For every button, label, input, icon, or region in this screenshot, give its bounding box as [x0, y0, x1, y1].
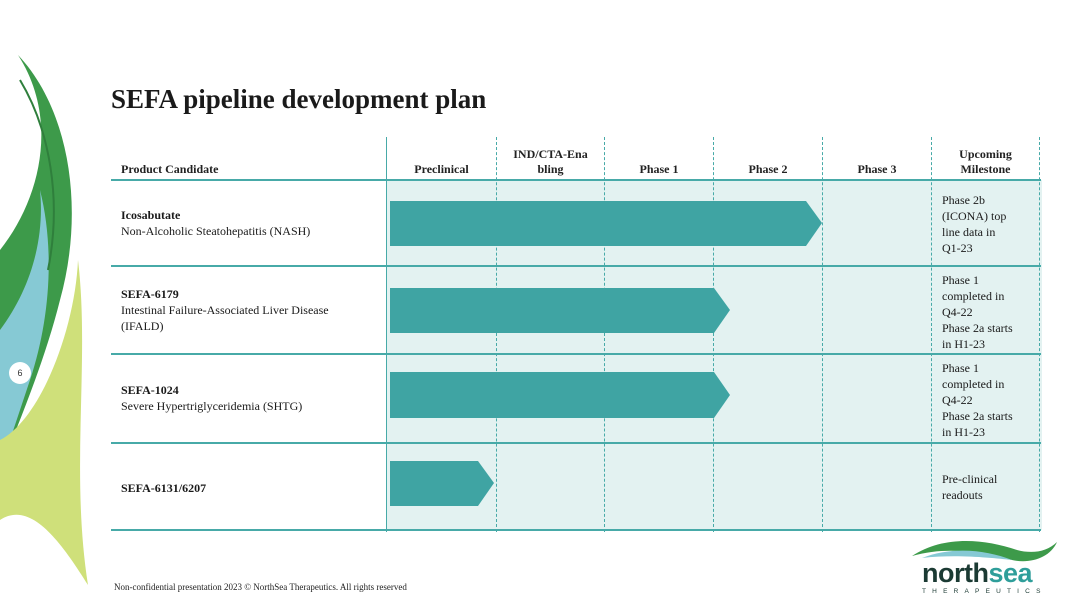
candidate-name: SEFA-1024 [121, 383, 179, 397]
column-divider [931, 137, 932, 532]
footer-copyright: Non-confidential presentation 2023 © Nor… [114, 582, 407, 592]
northsea-logo-wave-icon [912, 540, 1057, 562]
candidate-name: Icosabutate [121, 208, 181, 222]
candidate-icosabutate: Icosabutate Non-Alcoholic Steatohepatiti… [121, 207, 371, 239]
column-divider [386, 137, 387, 532]
milestone-sefa-6179: Phase 1 completed in Q4-22 Phase 2a star… [942, 273, 1013, 351]
column-divider [822, 137, 823, 532]
row-divider [111, 265, 1041, 267]
candidate-sefa-1024: SEFA-1024 Severe Hypertriglyceridemia (S… [121, 382, 371, 414]
pipeline-table: Product Candidate Preclinical IND/CTA-En… [111, 137, 1042, 532]
header-rule [111, 179, 1041, 181]
candidate-sefa-6131-6207: SEFA-6131/6207 [121, 480, 206, 496]
page-title: SEFA pipeline development plan [111, 84, 487, 114]
header-milestone: Upcoming Milestone [959, 147, 1012, 176]
header-candidate: Product Candidate [121, 162, 219, 176]
candidate-indication: Severe Hypertriglyceridemia (SHTG) [121, 399, 303, 413]
candidate-indication: Intestinal Failure-Associated Liver Dise… [121, 303, 329, 333]
candidate-name: SEFA-6179 [121, 287, 179, 301]
row-divider [111, 442, 1041, 444]
candidate-name: SEFA-6131/6207 [121, 481, 207, 495]
candidate-sefa-6179: SEFA-6179 Intestinal Failure-Associated … [121, 286, 371, 334]
column-divider [713, 137, 714, 532]
row-divider [111, 353, 1041, 355]
column-divider [496, 137, 497, 532]
northsea-logo-wordmark: northsea [922, 558, 1033, 588]
northsea-logo-tagline: THERAPEUTICS [922, 588, 1047, 595]
milestone-sefa-6131-6207: Pre-clinical readouts [942, 472, 998, 502]
header-phase2: Phase 2 [748, 162, 788, 176]
milestone-sefa-1024: Phase 1 completed in Q4-22 Phase 2a star… [942, 361, 1013, 439]
column-divider [1039, 137, 1040, 532]
header-phase1: Phase 1 [639, 162, 679, 176]
header-phase3: Phase 3 [857, 162, 897, 176]
bottom-rule [111, 529, 1041, 531]
decorative-leaf [0, 55, 88, 585]
candidate-indication: Non-Alcoholic Steatohepatitis (NASH) [121, 224, 311, 238]
header-preclinical: Preclinical [414, 162, 469, 176]
page-number: 6 [9, 362, 31, 384]
milestone-icosabutate: Phase 2b (ICONA) top line data in Q1-23 [942, 193, 1007, 255]
header-ind-cta: IND/CTA-Ena bling [513, 147, 588, 176]
column-divider [604, 137, 605, 532]
